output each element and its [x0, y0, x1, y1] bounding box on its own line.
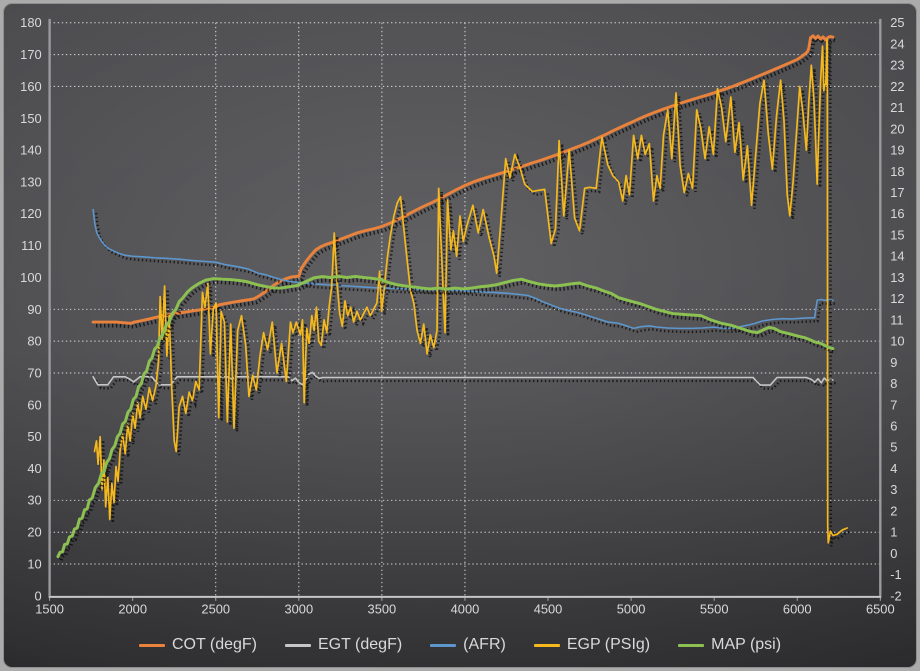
x-tick-label: 6500	[866, 602, 895, 617]
left-tick-label: 60	[27, 397, 41, 412]
legend-label: COT (degF)	[171, 636, 257, 653]
legend-item-cotdegf[interactable]: COT (degF)	[138, 636, 257, 654]
right-tick-label: 17	[890, 185, 904, 200]
right-tick-label: 5	[890, 440, 897, 455]
series-group	[56, 34, 851, 561]
right-tick-label: 20	[890, 121, 904, 136]
right-tick-label: 8	[890, 376, 897, 391]
legend-swatch	[678, 643, 705, 647]
right-tick-label: 25	[890, 15, 904, 30]
left-tick-label: 140	[20, 143, 42, 158]
left-tick-label: 50	[27, 429, 41, 444]
legend-label: (AFR)	[463, 636, 506, 653]
x-tick-label: 3000	[284, 602, 313, 617]
right-axis-labels: -2-1012345678910111213141516171819202122…	[890, 15, 904, 603]
series-line-mappsi[interactable]	[56, 274, 835, 559]
x-tick-label: 4500	[534, 602, 563, 617]
left-tick-label: 40	[27, 461, 41, 476]
x-axis-labels: 1500 2000 2500 3000 3500 4000 4500 5000 5500 6000…	[35, 596, 895, 617]
left-tick-label: 180	[20, 15, 42, 30]
x-tick-label: 5000	[617, 602, 646, 617]
right-tick-label: 6	[890, 418, 897, 433]
legend-item-egppsig[interactable]: EGP (PSIg)	[533, 636, 651, 654]
legend-swatch	[430, 643, 457, 647]
right-tick-label: 13	[890, 270, 904, 285]
series-shadow	[59, 277, 837, 561]
left-tick-label: 30	[27, 493, 41, 508]
left-tick-label: 90	[27, 302, 41, 317]
right-tick-label: 9	[890, 355, 897, 370]
left-tick-label: 120	[20, 206, 42, 221]
x-tick-label: 1500	[35, 602, 64, 617]
right-tick-label: 23	[890, 58, 904, 73]
right-tick-label: 4	[890, 461, 897, 476]
x-tick-label: 5500	[700, 602, 729, 617]
right-tick-label: 10	[890, 334, 904, 349]
x-tick-label: 2500	[201, 602, 230, 617]
series-line-egtdegf[interactable]	[92, 371, 834, 386]
legend-item-egtdegf[interactable]: EGT (degF)	[285, 636, 402, 654]
right-tick-label: 21	[890, 100, 904, 115]
right-tick-label: 14	[890, 249, 904, 264]
x-tick-label: 3500	[368, 602, 397, 617]
series-shadow	[94, 212, 837, 334]
right-tick-label: 15	[890, 227, 904, 242]
right-tick-label: 11	[890, 312, 903, 327]
legend-label: EGT (degF)	[318, 636, 403, 653]
right-tick-label: 3	[890, 482, 897, 497]
legend-label: EGP (PSIg)	[566, 636, 651, 653]
left-tick-label: 160	[20, 79, 42, 94]
left-tick-label: 100	[20, 270, 42, 285]
left-tick-label: 170	[20, 47, 42, 62]
left-tick-label: 150	[20, 111, 42, 126]
legend-swatch	[533, 643, 560, 647]
left-axis-labels: 0 10 20 30 40 50 60 70 80 90 100 110 120 130 140 150 160…	[20, 15, 42, 603]
x-tick-label: 4000	[451, 602, 480, 617]
left-tick-label: 130	[20, 174, 42, 189]
left-tick-label: 20	[27, 525, 41, 540]
left-tick-label: 0	[35, 588, 42, 603]
left-tick-label: 80	[27, 334, 41, 349]
right-tick-label: 24	[890, 36, 904, 51]
chart-legend: COT (degF) EGT (degF) (AFR) EGP (PSIg) MAP (…	[4, 632, 916, 658]
legend-item-afr[interactable]: (AFR)	[430, 636, 506, 654]
series-line-afr[interactable]	[92, 208, 834, 330]
legend-label: MAP (psi)	[711, 636, 782, 653]
left-tick-label: 10	[27, 557, 41, 572]
legend-swatch	[138, 643, 165, 647]
right-tick-label: 2	[890, 503, 897, 518]
series-shadow	[96, 36, 837, 329]
right-tick-label: -2	[890, 588, 901, 603]
right-tick-label: 22	[890, 79, 904, 94]
right-tick-label: 16	[890, 206, 904, 221]
right-tick-label: 19	[890, 143, 904, 158]
right-tick-label: 7	[890, 397, 897, 412]
gridlines	[49, 22, 881, 596]
legend-swatch	[285, 643, 311, 647]
series-line-egppsig[interactable]	[93, 38, 848, 544]
right-tick-label: 1	[890, 525, 897, 540]
x-tick-label: 6000	[783, 602, 812, 617]
left-tick-label: 70	[27, 365, 41, 380]
right-tick-label: 12	[890, 291, 904, 306]
left-tick-label: 110	[21, 238, 42, 253]
right-tick-label: -1	[890, 567, 901, 582]
series-shadow	[96, 42, 851, 547]
right-tick-label: 0	[890, 546, 897, 561]
legend-item-mappsi[interactable]: MAP (psi)	[678, 636, 781, 654]
series-line-cotdegf[interactable]	[91, 34, 835, 325]
chart-plot: 1500 2000 2500 3000 3500 4000 4500 5000 5500 6000…	[20, 15, 904, 617]
right-tick-label: 18	[890, 164, 904, 179]
chart-frame: 1500 2000 2500 3000 3500 4000 4500 5000 5500 6000…	[3, 3, 917, 668]
x-tick-label: 2000	[118, 602, 147, 617]
